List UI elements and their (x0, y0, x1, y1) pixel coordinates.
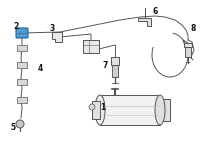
Text: 6: 6 (152, 6, 158, 15)
Bar (83, 40, 99, 53)
FancyBboxPatch shape (16, 28, 28, 38)
Text: 2: 2 (13, 21, 19, 30)
Bar (112, 65, 118, 77)
Bar (184, 43, 192, 47)
Text: 8: 8 (190, 24, 196, 32)
Ellipse shape (95, 95, 105, 125)
Text: 1: 1 (100, 103, 106, 112)
Bar (17, 97, 27, 103)
Bar (17, 79, 27, 85)
Polygon shape (138, 18, 151, 26)
Ellipse shape (89, 104, 95, 110)
Bar (17, 62, 27, 68)
Text: 3: 3 (49, 24, 55, 32)
Bar (100, 95, 160, 125)
Polygon shape (52, 32, 62, 42)
Ellipse shape (155, 95, 165, 125)
Text: 4: 4 (37, 64, 43, 72)
Bar (185, 47, 191, 57)
Circle shape (16, 120, 24, 128)
Bar (17, 45, 27, 51)
Bar (92, 101, 100, 119)
Bar (161, 99, 170, 121)
Bar (111, 57, 119, 65)
Text: 5: 5 (10, 123, 16, 132)
Text: 7: 7 (102, 61, 108, 70)
